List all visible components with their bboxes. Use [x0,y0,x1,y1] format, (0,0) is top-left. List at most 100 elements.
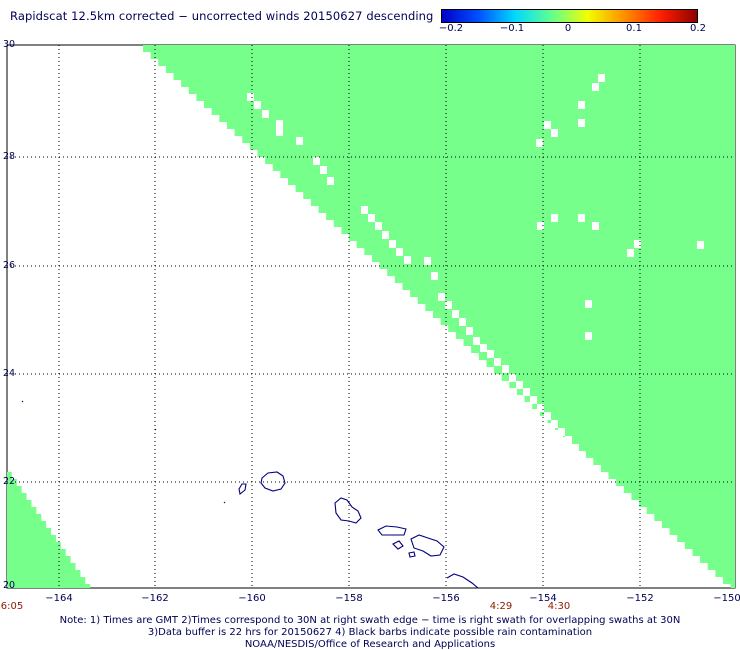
missing-data-cell [635,544,642,552]
missing-data-layer [247,74,704,584]
footnote-line: Note: 1) Times are GMT 2)Times correspon… [59,615,681,626]
missing-data-cell [530,396,537,404]
lat-label: 30 [3,39,16,50]
missing-data-cell [684,575,691,583]
missing-data-cell [634,240,641,248]
colorbar [441,9,698,23]
missing-data-cell [697,241,704,249]
coastline-layer [21,400,479,589]
missing-data-cell [585,300,592,308]
missing-data-cell [262,110,269,118]
hawaii-coastline [446,573,479,589]
missing-data-cell [404,256,411,264]
missing-data-cell [628,536,635,544]
missing-data-cell [382,231,389,239]
lon-label: −150 [713,593,740,604]
colorbar-tick-label: 0.2 [690,23,706,34]
missing-data-cell [628,510,635,518]
missing-data-cell [247,93,254,101]
lat-label: 24 [3,368,16,379]
pass-time-label: 4:29 [489,601,513,612]
missing-data-cell [592,222,599,230]
missing-data-cell [368,214,375,222]
missing-data-cell [578,119,585,127]
missing-data-cell [396,248,403,256]
missing-data-cell [536,139,543,147]
missing-data-cell [592,83,599,91]
islet-coastline [21,400,157,431]
missing-data-cell [459,318,466,326]
missing-data-cell [621,502,628,510]
lat-label: 28 [3,151,16,162]
missing-data-cell [424,257,431,265]
missing-data-cell [431,272,438,280]
missing-data-cell [544,412,551,420]
missing-data-cell [649,534,656,542]
footnote-line: NOAA/NESDIS/Office of Research and Appli… [244,639,496,650]
missing-data-cell [509,374,516,382]
missing-data-cell [572,444,579,452]
missing-data-cell [320,166,327,174]
missing-data-cell [361,206,368,214]
kaula-coastline [223,501,226,504]
lon-label: −154 [529,593,557,604]
missing-data-cell [502,365,509,373]
missing-data-cell [649,560,656,568]
colorbar-tick-label: 0.1 [626,23,642,34]
missing-data-cell [627,249,634,257]
missing-data-cell [656,542,663,550]
oahu-coastline [334,497,362,524]
missing-data-cell [578,101,585,109]
missing-data-cell [621,528,628,536]
missing-data-cell [551,420,558,428]
missing-data-cell [537,222,544,230]
missing-data-cell [452,310,459,318]
missing-data-cell [642,526,649,534]
missing-data-cell [551,214,558,222]
missing-data-cell [487,350,494,358]
grid-layer [7,45,735,588]
missing-data-cell [585,332,592,340]
lat-label: 26 [3,260,16,271]
colorbar-tick-label: −0.1 [499,23,525,34]
missing-data-cell [438,293,445,301]
missing-data-cell [375,222,382,230]
missing-data-cell [642,552,649,560]
missing-data-cell [551,129,558,137]
missing-data-cell [558,428,565,436]
missing-data-cell [327,177,334,185]
colorbar-tick-label: −0.2 [438,23,464,34]
missing-data-cell [565,436,572,444]
missing-data-cell [656,568,663,576]
missing-data-cell [537,404,544,412]
missing-data-cell [466,327,473,335]
lon-label: −164 [45,593,73,604]
lat-label: 22 [3,476,16,487]
chart-title: Rapidscat 12.5km corrected − uncorrected… [10,9,434,23]
footnote-line: 3)Data buffer is 22 hrs for 20150627 4) … [147,627,593,638]
molokai-coastline [377,525,407,536]
missing-data-cell [480,344,487,352]
niihau-coastline [238,483,247,495]
missing-data-cell [670,559,677,567]
missing-data-cell [598,74,605,82]
missing-data-cell [614,519,621,527]
pass-time-label: 4:30 [547,601,571,612]
missing-data-cell [494,358,501,366]
lon-label: −152 [626,593,654,604]
lat-label: 20 [3,580,16,591]
missing-data-cell [663,576,670,584]
pass-time-label: 6:05 [0,601,24,612]
missing-data-cell [254,101,261,109]
kauai-coastline [260,471,286,492]
lon-label: −156 [432,593,460,604]
missing-data-cell [586,461,593,469]
missing-data-cell [276,128,283,136]
missing-data-cell [635,518,642,526]
lon-label: −162 [141,593,169,604]
missing-data-cell [313,157,320,165]
lon-label: −158 [335,593,363,604]
missing-data-cell [677,567,684,575]
missing-data-cell [389,240,396,248]
